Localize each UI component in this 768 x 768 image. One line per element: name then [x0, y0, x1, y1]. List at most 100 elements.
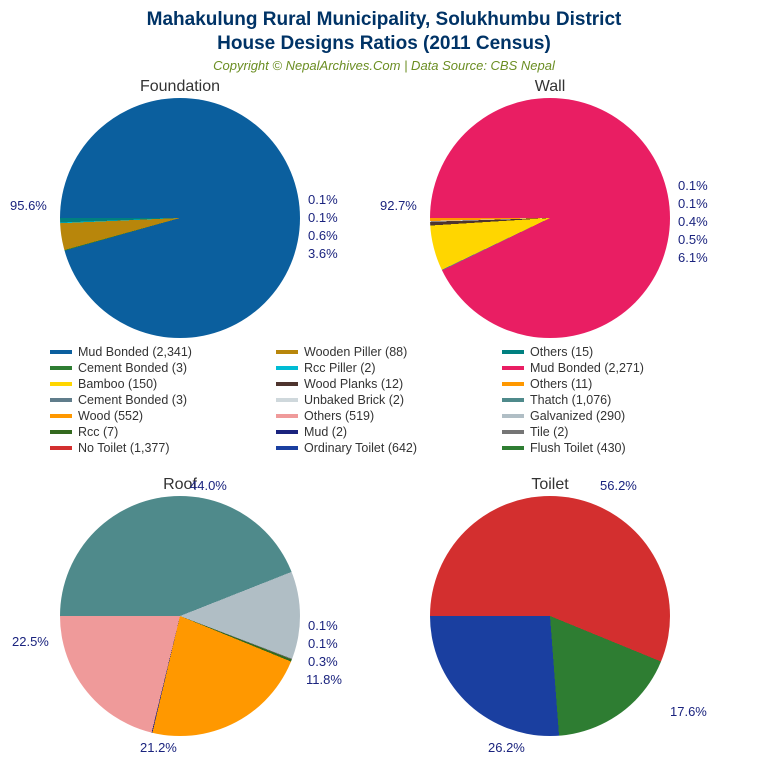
legend-item: Unbaked Brick (2): [276, 393, 492, 407]
pct-label: 6.1%: [678, 250, 708, 265]
pct-label: 26.2%: [488, 740, 525, 755]
chart-toilet: Toilet56.2%17.6%26.2%: [430, 476, 670, 736]
legend-text: Rcc Piller (2): [304, 361, 376, 375]
legend-item: Others (519): [276, 409, 492, 423]
legend-text: Mud Bonded (2,341): [78, 345, 192, 359]
legend-text: Cement Bonded (3): [78, 393, 187, 407]
legend-text: Mud (2): [304, 425, 347, 439]
legend-item: No Toilet (1,377): [50, 441, 266, 455]
chart-roof: Roof 44.0%22.5%21.2%11.8%0.3%0.1%0.1%: [60, 476, 300, 736]
legend-swatch: [276, 366, 298, 370]
legend-text: Wood (552): [78, 409, 143, 423]
pct-label: 0.1%: [308, 192, 338, 207]
legend-item: Others (11): [502, 377, 718, 391]
legend-swatch: [50, 350, 72, 354]
pct-label: 0.1%: [308, 636, 338, 651]
pie: [60, 496, 300, 736]
pct-label: 92.7%: [380, 198, 417, 213]
pie-wrap: 44.0%22.5%21.2%11.8%0.3%0.1%0.1%: [60, 496, 300, 736]
legend-swatch: [502, 350, 524, 354]
pct-label: 0.5%: [678, 232, 708, 247]
chart-title: Foundation: [60, 78, 300, 96]
pct-label: 0.1%: [308, 210, 338, 225]
legend-item: Wood (552): [50, 409, 266, 423]
pct-label: 21.2%: [140, 740, 177, 755]
pct-label: 0.1%: [678, 196, 708, 211]
pct-label: 95.6%: [10, 198, 47, 213]
legend-item: Mud (2): [276, 425, 492, 439]
pct-label: 44.0%: [190, 478, 227, 493]
pct-label: 22.5%: [12, 634, 49, 649]
legend-swatch: [276, 430, 298, 434]
legend-swatch: [276, 446, 298, 450]
pct-label: 0.1%: [308, 618, 338, 633]
pie-wrap: 95.6%0.1%0.1%0.6%3.6%: [60, 98, 300, 338]
legend-item: Ordinary Toilet (642): [276, 441, 492, 455]
legend-swatch: [502, 382, 524, 386]
legend-text: Cement Bonded (3): [78, 361, 187, 375]
legend-item: Bamboo (150): [50, 377, 266, 391]
pct-label: 3.6%: [308, 246, 338, 261]
title-line-2: House Designs Ratios (2011 Census): [217, 33, 551, 54]
legend-item: Cement Bonded (3): [50, 361, 266, 375]
legend: Mud Bonded (2,341) Cement Bonded (3) Bambo…: [50, 345, 718, 455]
legend-item: Mud Bonded (2,271): [502, 361, 718, 375]
chart-foundation: Foundation 95.6%0.1%0.1%0.6%3.6%: [60, 78, 300, 338]
legend-swatch: [276, 414, 298, 418]
chart-title: Roof: [60, 476, 300, 494]
legend-text: Tile (2): [530, 425, 568, 439]
subtitle: Copyright © NepalArchives.Com | Data Sou…: [0, 58, 768, 73]
legend-swatch: [50, 382, 72, 386]
pct-label: 0.1%: [678, 178, 708, 193]
legend-swatch: [50, 398, 72, 402]
legend-text: Wood Planks (12): [304, 377, 403, 391]
legend-item: Flush Toilet (430): [502, 441, 718, 455]
legend-swatch: [276, 382, 298, 386]
legend-swatch: [502, 414, 524, 418]
pie: [430, 98, 670, 338]
legend-text: Flush Toilet (430): [530, 441, 626, 455]
legend-text: No Toilet (1,377): [78, 441, 170, 455]
title-line-1: Mahakulung Rural Municipality, Solukhumb…: [147, 9, 622, 30]
legend-item: Others (15): [502, 345, 718, 359]
legend-swatch: [276, 350, 298, 354]
legend-swatch: [502, 398, 524, 402]
legend-item: Rcc (7): [50, 425, 266, 439]
legend-swatch: [502, 430, 524, 434]
legend-text: Thatch (1,076): [530, 393, 611, 407]
legend-item: Mud Bonded (2,341): [50, 345, 266, 359]
pie: [430, 496, 670, 736]
main-title: Mahakulung Rural Municipality, Solukhumb…: [0, 0, 768, 56]
legend-text: Others (15): [530, 345, 593, 359]
pie-wrap: 92.7%0.1%0.1%0.4%0.5%6.1%: [430, 98, 670, 338]
legend-item: Wood Planks (12): [276, 377, 492, 391]
pie-wrap: 56.2%17.6%26.2%: [430, 496, 670, 736]
legend-swatch: [50, 414, 72, 418]
pct-label: 17.6%: [670, 704, 707, 719]
legend-swatch: [50, 446, 72, 450]
legend-item: Galvanized (290): [502, 409, 718, 423]
pie: [60, 98, 300, 338]
legend-swatch: [50, 366, 72, 370]
legend-text: Wooden Piller (88): [304, 345, 407, 359]
legend-item: Thatch (1,076): [502, 393, 718, 407]
legend-text: Bamboo (150): [78, 377, 157, 391]
legend-text: Galvanized (290): [530, 409, 625, 423]
chart-title: Wall: [430, 78, 670, 96]
pct-label: 0.6%: [308, 228, 338, 243]
legend-item: Cement Bonded (3): [50, 393, 266, 407]
legend-swatch: [502, 446, 524, 450]
legend-item: Wooden Piller (88): [276, 345, 492, 359]
legend-text: Rcc (7): [78, 425, 118, 439]
legend-text: Ordinary Toilet (642): [304, 441, 417, 455]
legend-swatch: [276, 398, 298, 402]
legend-item: Rcc Piller (2): [276, 361, 492, 375]
legend-item: Tile (2): [502, 425, 718, 439]
legend-text: Unbaked Brick (2): [304, 393, 404, 407]
legend-swatch: [502, 366, 524, 370]
pct-label: 56.2%: [600, 478, 637, 493]
pct-label: 0.3%: [308, 654, 338, 669]
legend-swatch: [50, 430, 72, 434]
legend-text: Others (11): [530, 377, 592, 391]
legend-text: Others (519): [304, 409, 374, 423]
